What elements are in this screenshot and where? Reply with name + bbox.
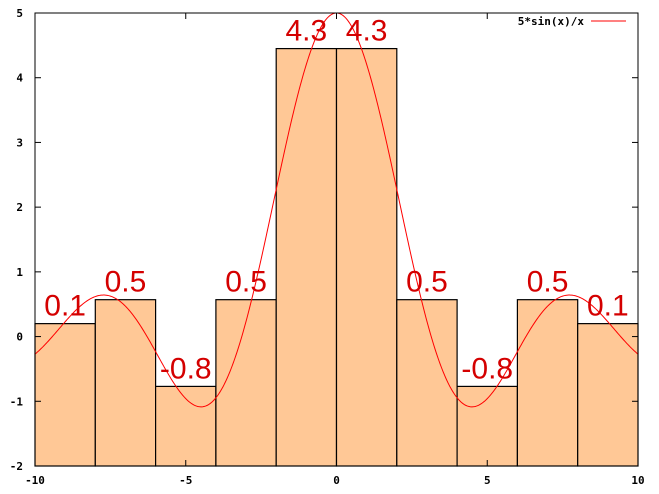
y-tick-label: 0 <box>16 331 23 344</box>
data-label-7: -0.8 <box>461 352 513 385</box>
bar-9 <box>577 323 639 467</box>
x-tick-label: 5 <box>484 474 491 487</box>
data-label-8: 0.5 <box>527 266 569 299</box>
bar-1 <box>94 299 157 467</box>
data-label-0: 0.1 <box>44 290 86 323</box>
x-tick-label: 0 <box>333 474 340 487</box>
bar-2 <box>155 385 217 467</box>
x-tick-label: -10 <box>25 474 45 487</box>
bar-8 <box>516 299 579 467</box>
data-label-5: 4.3 <box>346 15 388 48</box>
y-tick-label: -1 <box>10 395 24 408</box>
bar-3 <box>215 299 277 467</box>
data-label-2: -0.8 <box>160 352 212 385</box>
bar-4 <box>275 47 338 467</box>
y-tick-label: 1 <box>16 266 23 279</box>
bar-0 <box>34 323 96 467</box>
data-label-6: 0.5 <box>406 266 448 299</box>
legend: 5*sin(x)/x <box>518 15 626 28</box>
data-label-3: 0.5 <box>225 266 267 299</box>
bars <box>34 47 639 467</box>
data-label-1: 0.5 <box>105 266 147 299</box>
data-labels: 0.1 0.5 -0.8 0.5 4.3 4.3 0.5 -0.8 0.5 0.1 <box>44 15 628 386</box>
bar-6 <box>396 299 458 467</box>
data-label-4: 4.3 <box>285 15 327 48</box>
y-tick-label: -2 <box>10 460 23 473</box>
x-tick-label: 10 <box>631 474 644 487</box>
x-tick-label: -5 <box>179 474 192 487</box>
y-tick-label: 4 <box>16 72 23 85</box>
y-tick-label: 5 <box>16 7 23 20</box>
bar-5 <box>335 47 398 467</box>
data-label-9: 0.1 <box>587 290 629 323</box>
y-tick-label: 3 <box>16 136 23 149</box>
legend-label: 5*sin(x)/x <box>518 15 585 28</box>
y-tick-label: 2 <box>16 201 23 214</box>
